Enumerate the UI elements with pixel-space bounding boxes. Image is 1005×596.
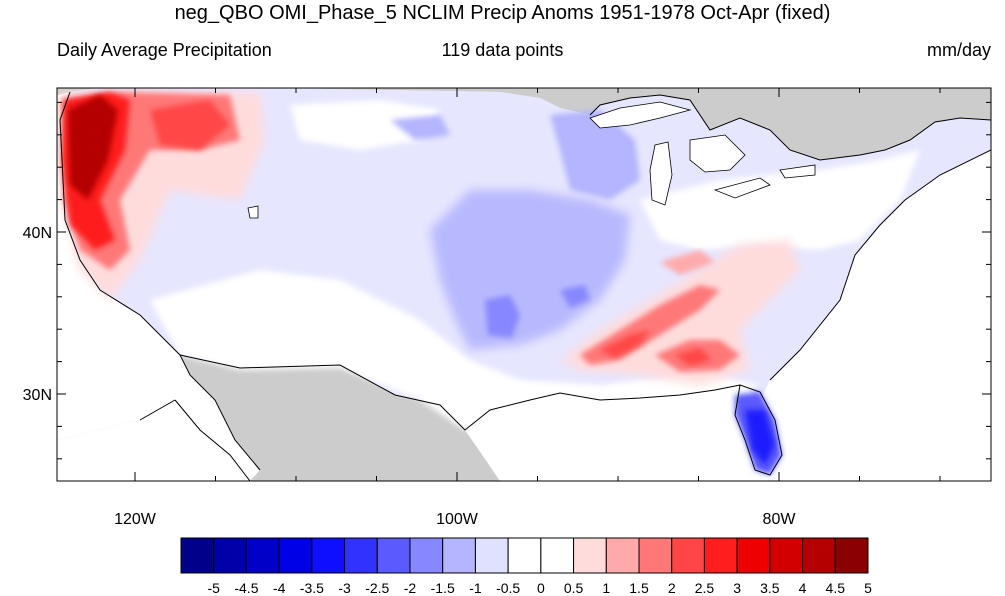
lon-label: 100W <box>436 511 479 528</box>
longitude-labels: 120W 100W 80W <box>114 511 796 528</box>
colorbar-label: -5 <box>207 580 220 596</box>
positive-anomaly-band-2-core <box>675 348 712 366</box>
colorbar-label: -1.5 <box>431 580 455 596</box>
colorbar-swatch <box>442 537 476 574</box>
colorbar-swatch <box>409 537 444 574</box>
colorbar-label: -4 <box>273 580 286 596</box>
colorbar-swatch <box>540 537 575 574</box>
negative-anomaly-north-plains <box>390 115 450 140</box>
gulf-of-mexico <box>465 385 780 481</box>
colorbar-label: 1 <box>602 580 610 596</box>
colorbar-swatch <box>605 537 640 574</box>
colorbar-swatch <box>180 537 215 574</box>
colorbar-label: 1.5 <box>629 580 649 596</box>
colorbar-swatch <box>736 537 771 574</box>
colorbar-label: 2.5 <box>695 580 715 596</box>
lon-label: 80W <box>763 511 797 528</box>
colorbar-label: -3.5 <box>300 580 324 596</box>
colorbar-label: -2.5 <box>365 580 389 596</box>
coastline-canada <box>589 94 991 161</box>
negative-anomaly-florida-core <box>745 410 775 465</box>
latitude-labels: 40N 30N <box>23 225 52 404</box>
positive-anomaly-west-core <box>68 95 118 200</box>
colorbar-label: 5 <box>864 580 872 596</box>
positive-anomaly-northeast-patch <box>660 250 715 275</box>
colorbar-swatch <box>245 537 280 574</box>
colorbar-label: 0 <box>537 580 545 596</box>
near-zero-southwest <box>150 270 760 430</box>
negative-anomaly-plains <box>430 190 630 350</box>
colorbar-swatch <box>376 537 411 574</box>
colorbar-swatch <box>311 537 346 574</box>
data-points-label: 119 data points <box>441 40 564 60</box>
lake-superior <box>589 101 692 129</box>
colorbar-label: 2 <box>668 580 676 596</box>
coastline-us <box>59 91 991 476</box>
pacific-ocean-south <box>57 400 250 481</box>
great-salt-lake <box>247 205 259 219</box>
positive-anomaly-band-1-core <box>600 330 650 358</box>
colorbar-swatch <box>573 537 607 574</box>
near-zero-northeast <box>640 150 920 250</box>
colorbar-swatch <box>671 537 705 574</box>
colorbar-label: 0.5 <box>564 580 584 596</box>
lake-ontario <box>779 164 816 179</box>
colorbar-label: -3 <box>338 580 351 596</box>
lat-label: 30N <box>23 387 52 404</box>
lat-label: 40N <box>23 225 52 242</box>
colorbar-swatch <box>474 537 509 574</box>
colorbar: -5 -4.5 -4 -3.5 -3 -2.5 -2 -1.5 -1 -0.5 0 0.5 1 1.5 2 2… <box>180 537 872 596</box>
near-zero-north <box>290 100 440 150</box>
colorbar-label: -4.5 <box>234 580 258 596</box>
colorbar-label: -2 <box>404 580 417 596</box>
colorbar-swatch <box>802 537 836 574</box>
colorbar-label: 3 <box>733 580 741 596</box>
lon-label: 120W <box>114 511 157 528</box>
colorbar-label: 4 <box>799 580 807 596</box>
plot-frame <box>56 87 992 482</box>
colorbar-swatch <box>213 537 247 574</box>
colorbar-swatch <box>278 537 313 574</box>
coastline-mexico <box>139 354 261 481</box>
colorbar-label: -0.5 <box>496 580 520 596</box>
atlantic-ocean <box>770 150 991 481</box>
positive-anomaly-idaho <box>150 100 230 150</box>
variable-label: Daily Average Precipitation <box>57 40 272 60</box>
lake-huron <box>689 134 746 173</box>
colorbar-label: -1 <box>469 580 482 596</box>
colorbar-swatch <box>344 537 378 574</box>
colorbar-swatch <box>834 537 869 574</box>
colorbar-swatch <box>638 537 673 574</box>
colorbar-swatch <box>703 537 738 574</box>
negative-anomaly-core-2 <box>560 285 590 308</box>
lake-erie <box>713 177 771 199</box>
negative-anomaly-core-1 <box>485 295 520 338</box>
colorbar-swatch <box>507 537 542 574</box>
canada-land <box>57 88 991 160</box>
colorbar-swatch <box>769 537 804 574</box>
colorbar-label: 4.5 <box>826 580 846 596</box>
units-label: mm/day <box>926 40 991 60</box>
map-title: neg_QBO OMI_Phase_5 NCLIM Precip Anoms 1… <box>174 2 831 24</box>
colorbar-label: 3.5 <box>760 580 780 596</box>
lake-michigan <box>649 141 673 206</box>
axis-ticks <box>57 88 991 481</box>
negative-anomaly-great-lakes <box>550 110 640 200</box>
